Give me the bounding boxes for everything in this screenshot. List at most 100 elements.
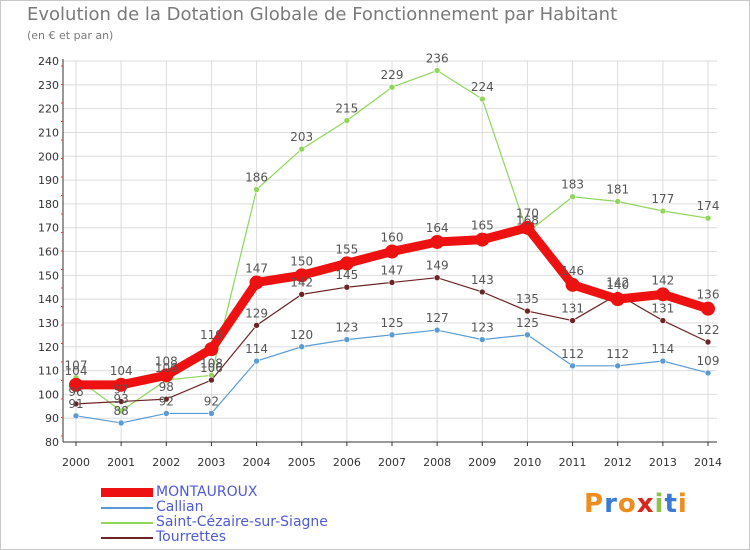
data-label-callian: 120 bbox=[290, 328, 313, 342]
data-label-saint-cezaire-sur-siagne: 108 bbox=[200, 356, 223, 370]
x-tick-label: 2006 bbox=[333, 456, 361, 469]
data-point-saint-cezaire-sur-siagne bbox=[343, 117, 351, 124]
y-tick-label: 190 bbox=[38, 174, 59, 187]
data-point-callian bbox=[253, 357, 260, 365]
data-label-callian: 92 bbox=[159, 394, 174, 408]
data-label-callian: 112 bbox=[561, 347, 584, 361]
y-tick-label: 130 bbox=[38, 317, 59, 330]
x-tick-label: 2000 bbox=[62, 456, 90, 469]
y-tick-label: 220 bbox=[38, 103, 59, 116]
legend-item-tourrettes: Tourrettes bbox=[101, 529, 401, 545]
y-tick-label: 150 bbox=[38, 269, 59, 282]
x-tick-label: 2011 bbox=[559, 456, 587, 469]
legend-swatch bbox=[101, 537, 153, 539]
x-tick-label: 2009 bbox=[468, 456, 496, 469]
data-label-callian: 91 bbox=[68, 397, 83, 411]
data-label-tourrettes: 131 bbox=[561, 302, 584, 316]
y-tick-label: 240 bbox=[38, 55, 59, 68]
x-tick-label: 2004 bbox=[243, 456, 271, 469]
data-point-callian bbox=[388, 331, 396, 339]
data-point-saint-cezaire-sur-siagne bbox=[117, 407, 125, 415]
data-label-montauroux: 140 bbox=[606, 278, 629, 292]
data-point-callian bbox=[704, 369, 712, 377]
data-label-montauroux: 150 bbox=[290, 254, 313, 268]
data-label-montauroux: 108 bbox=[155, 354, 178, 368]
data-point-saint-cezaire-sur-siagne bbox=[253, 186, 260, 193]
data-label-tourrettes: 131 bbox=[651, 302, 674, 316]
data-point-tourrettes bbox=[117, 398, 125, 405]
data-point-callian bbox=[72, 412, 80, 420]
data-label-montauroux: 165 bbox=[471, 219, 494, 233]
data-label-callian: 123 bbox=[335, 321, 358, 335]
data-label-tourrettes: 96 bbox=[68, 385, 83, 399]
legend-swatch bbox=[101, 507, 153, 509]
data-label-callian: 114 bbox=[651, 342, 674, 356]
data-label-callian: 127 bbox=[426, 311, 449, 325]
data-point-callian bbox=[614, 362, 622, 370]
data-point-tourrettes bbox=[208, 376, 215, 384]
data-point-callian bbox=[433, 326, 441, 334]
data-label-tourrettes: 143 bbox=[471, 273, 494, 287]
data-point-callian bbox=[659, 357, 667, 365]
data-point-callian bbox=[343, 336, 351, 343]
data-label-tourrettes: 142 bbox=[606, 275, 629, 289]
data-label-saint-cezaire-sur-siagne: 93 bbox=[114, 392, 129, 406]
data-point-callian bbox=[478, 336, 486, 343]
data-point-montauroux bbox=[475, 232, 490, 247]
data-label-saint-cezaire-sur-siagne: 203 bbox=[290, 130, 313, 144]
data-label-montauroux: 136 bbox=[697, 288, 720, 302]
x-tick-label: 2014 bbox=[694, 456, 722, 469]
data-label-callian: 109 bbox=[697, 354, 720, 368]
data-point-tourrettes bbox=[343, 283, 351, 291]
data-label-montauroux: 160 bbox=[381, 231, 404, 245]
grid-layer bbox=[63, 60, 717, 442]
data-point-montauroux bbox=[385, 244, 399, 259]
data-point-montauroux bbox=[339, 256, 354, 271]
data-label-callian: 125 bbox=[516, 316, 539, 330]
y-tick-label: 210 bbox=[38, 126, 59, 139]
data-label-tourrettes: 135 bbox=[516, 292, 539, 306]
data-point-tourrettes bbox=[298, 291, 306, 298]
x-tick-label: 2013 bbox=[649, 456, 677, 469]
data-label-montauroux: 104 bbox=[110, 364, 133, 378]
y-tick-label: 180 bbox=[38, 198, 59, 211]
y-tick-label: 110 bbox=[38, 365, 59, 378]
data-label-saint-cezaire-sur-siagne: 107 bbox=[65, 359, 88, 373]
data-label-saint-cezaire-sur-siagne: 174 bbox=[697, 199, 720, 213]
data-label-tourrettes: 97 bbox=[114, 383, 129, 397]
data-label-callian: 112 bbox=[606, 347, 629, 361]
data-point-saint-cezaire-sur-siagne bbox=[478, 95, 486, 103]
data-point-tourrettes bbox=[388, 279, 396, 286]
data-point-callian bbox=[162, 410, 170, 417]
data-label-saint-cezaire-sur-siagne: 181 bbox=[606, 182, 629, 196]
y-tick-label: 160 bbox=[38, 246, 59, 259]
x-tick-label: 2010 bbox=[513, 456, 541, 469]
data-point-montauroux bbox=[249, 275, 264, 290]
y-tick-label: 200 bbox=[38, 150, 59, 163]
chart-subtitle: (en € et par an) bbox=[27, 29, 114, 42]
data-point-montauroux bbox=[114, 377, 129, 392]
data-point-tourrettes bbox=[569, 317, 576, 324]
data-label-tourrettes: 147 bbox=[381, 263, 404, 277]
data-point-tourrettes bbox=[704, 338, 712, 346]
data-point-saint-cezaire-sur-siagne bbox=[298, 145, 306, 153]
data-label-montauroux: 164 bbox=[426, 221, 449, 235]
legend: MONTAUROUX Callian Saint-Cézaire-sur-Siagn… bbox=[101, 484, 401, 545]
data-point-montauroux bbox=[204, 342, 219, 357]
data-point-montauroux bbox=[69, 377, 83, 392]
data-label-saint-cezaire-sur-siagne: 236 bbox=[426, 52, 449, 66]
data-label-montauroux: 170 bbox=[516, 207, 539, 221]
legend-item-callian: Callian bbox=[101, 499, 401, 515]
data-point-montauroux bbox=[294, 268, 309, 283]
data-point-tourrettes bbox=[524, 307, 531, 315]
y-tick-label: 140 bbox=[38, 293, 59, 306]
data-point-saint-cezaire-sur-siagne bbox=[569, 193, 576, 201]
data-point-montauroux bbox=[610, 292, 625, 307]
legend-label: Tourrettes bbox=[156, 529, 227, 545]
legend-swatch bbox=[101, 522, 153, 524]
data-point-montauroux bbox=[565, 277, 580, 292]
data-label-saint-cezaire-sur-siagne: 224 bbox=[471, 80, 494, 94]
data-label-saint-cezaire-sur-siagne: 186 bbox=[245, 171, 268, 185]
